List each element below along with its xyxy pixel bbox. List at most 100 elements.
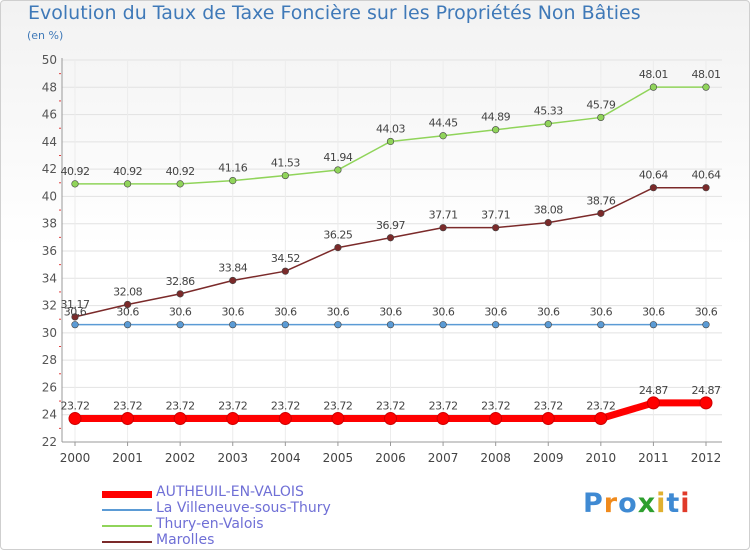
- x-tick-label: 2000: [60, 451, 91, 465]
- x-tick-label: 2008: [480, 451, 511, 465]
- y-tick-label: 48: [42, 80, 57, 94]
- data-label: 34.52: [271, 252, 300, 265]
- y-tick-label: 44: [42, 135, 57, 149]
- data-label: 44.89: [481, 111, 510, 124]
- y-tick-label: 26: [42, 380, 57, 394]
- legend-label: Marolles: [156, 532, 215, 548]
- data-point: [281, 171, 289, 180]
- data-label: 23.72: [376, 400, 405, 413]
- data-point: [123, 321, 132, 329]
- x-tick-label: 2010: [586, 451, 617, 465]
- legend-swatch: [102, 509, 152, 511]
- data-point: [439, 321, 447, 329]
- data-label: 36.97: [376, 219, 405, 232]
- data-label: 45.33: [534, 105, 563, 118]
- data-label: 37.71: [481, 209, 510, 222]
- data-point: [278, 412, 292, 426]
- data-label: 24.87: [692, 384, 721, 397]
- data-label: 37.71: [429, 209, 458, 222]
- data-label: 38.08: [534, 204, 563, 217]
- y-tick-label: 28: [42, 353, 57, 367]
- data-point: [649, 321, 658, 329]
- data-point: [281, 267, 289, 275]
- x-tick-label: 2003: [217, 451, 248, 465]
- data-point: [229, 276, 237, 285]
- logo-letter: t: [666, 488, 681, 519]
- data-point: [226, 412, 240, 426]
- legend-swatch: [102, 525, 152, 527]
- data-label: 30.6: [484, 306, 507, 319]
- data-label: 40.64: [692, 169, 721, 182]
- data-point: [541, 412, 555, 426]
- logo-letter: o: [618, 488, 638, 519]
- logo-letter: x: [637, 488, 657, 519]
- data-point: [123, 300, 132, 309]
- data-point: [702, 184, 710, 192]
- data-label: 44.45: [429, 117, 458, 130]
- data-point: [597, 113, 605, 122]
- data-label: 31.17: [61, 298, 90, 311]
- x-tick-label: 2004: [270, 451, 301, 465]
- data-point: [334, 321, 342, 329]
- data-point: [281, 321, 289, 329]
- data-point: [68, 412, 82, 426]
- data-label: 23.72: [429, 400, 458, 413]
- legend-swatch: [102, 541, 152, 543]
- y-tick-label: 22: [42, 435, 57, 449]
- x-tick-label: 2005: [323, 451, 354, 465]
- x-tick-label: 2002: [165, 451, 196, 465]
- data-label: 30.6: [222, 306, 245, 319]
- data-label: 45.79: [586, 98, 615, 111]
- y-tick-label: 32: [42, 299, 57, 313]
- data-point: [489, 412, 503, 426]
- data-label: 30.6: [379, 306, 402, 319]
- data-point: [544, 219, 552, 227]
- data-point: [71, 313, 79, 321]
- data-label: 30.6: [327, 306, 350, 319]
- x-tick-label: 2006: [375, 451, 406, 465]
- data-point: [594, 412, 608, 426]
- data-point: [439, 224, 447, 232]
- data-point: [649, 184, 658, 192]
- data-label: 44.03: [376, 122, 405, 135]
- data-point: [71, 321, 79, 329]
- data-point: [702, 83, 710, 91]
- data-label: 23.72: [271, 400, 300, 413]
- legend-label: La Villeneuve-sous-Thury: [156, 500, 331, 516]
- data-label: 30.6: [274, 306, 297, 319]
- data-point: [123, 180, 132, 188]
- data-point: [492, 126, 500, 134]
- data-point: [384, 412, 397, 426]
- proxiti-logo: Proxiti: [583, 488, 691, 519]
- data-label: 40.92: [61, 165, 90, 178]
- data-label: 32.08: [113, 285, 142, 298]
- data-point: [646, 396, 660, 410]
- data-point: [702, 321, 710, 329]
- data-point: [544, 321, 552, 329]
- data-label: 30.6: [116, 306, 139, 319]
- x-tick-label: 2007: [428, 451, 459, 465]
- data-label: 48.01: [692, 68, 721, 81]
- data-point: [597, 209, 605, 217]
- data-label: 30.6: [432, 306, 455, 319]
- data-label: 32.86: [166, 275, 195, 288]
- data-label: 30.6: [169, 306, 192, 319]
- data-label: 30.6: [695, 306, 718, 319]
- data-point: [334, 243, 342, 252]
- chart-subtitle: (en %): [27, 29, 64, 42]
- data-point: [436, 412, 450, 426]
- data-label: 23.72: [113, 400, 142, 413]
- data-label: 30.6: [642, 306, 665, 319]
- data-label: 36.25: [323, 229, 352, 242]
- data-point: [176, 180, 184, 188]
- data-label: 40.64: [639, 169, 668, 182]
- data-point: [331, 412, 345, 426]
- data-point: [492, 321, 500, 329]
- data-point: [176, 290, 184, 298]
- y-tick-label: 50: [42, 53, 57, 67]
- data-point: [649, 83, 658, 91]
- y-tick-label: 36: [42, 244, 57, 258]
- data-point: [176, 321, 184, 329]
- y-tick-label: 40: [42, 189, 57, 203]
